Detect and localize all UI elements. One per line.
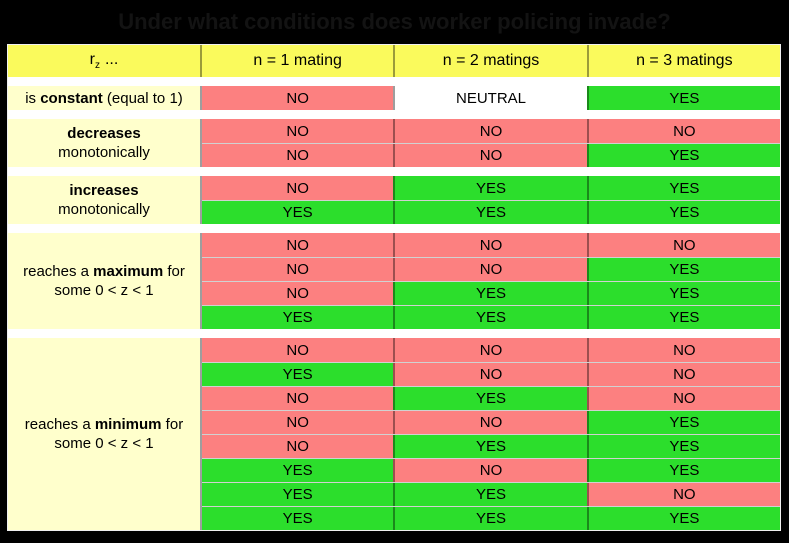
results-table: rz... n = 1 mating n = 2 matings n = 3 m… — [7, 44, 781, 531]
result-cell: NO — [586, 483, 780, 506]
result-cell: YES — [393, 306, 587, 329]
result-cell: NO — [393, 233, 587, 257]
table-row: YES NO NO — [202, 362, 780, 386]
result-cell: YES — [393, 176, 587, 200]
result-cell: NO — [393, 338, 587, 362]
result-cell: NO — [393, 144, 587, 167]
result-cell: NO — [393, 258, 587, 281]
table-row: NO NO NO — [202, 338, 780, 362]
result-cell: NO — [202, 387, 394, 410]
result-cell: NO — [202, 338, 394, 362]
result-cell: YES — [586, 507, 780, 530]
result-cell: YES — [586, 435, 780, 458]
slide-title: Under what conditions does worker polici… — [118, 9, 671, 34]
table-row: NO YES YES — [202, 281, 780, 305]
row-group-label: increases monotonically — [8, 176, 200, 224]
row-group-decreases-monotonically: decreases monotonically NO NO NO NO NO YES — [8, 119, 780, 167]
table-header-row: rz... n = 1 mating n = 2 matings n = 3 m… — [8, 45, 780, 77]
result-cell: NO — [202, 86, 394, 110]
group-separator — [8, 77, 780, 86]
result-cell: NO — [202, 176, 394, 200]
row-group-increases-monotonically: increases monotonically NO YES YES YES YES YES — [8, 176, 780, 224]
result-cell: YES — [586, 201, 780, 224]
row-group-label: reaches a maximum for some 0 < z < 1 — [8, 233, 200, 329]
result-cell: NO — [586, 119, 780, 143]
header-cell-rz: rz... — [8, 45, 200, 77]
table-row: NO NEUTRAL YES — [202, 86, 780, 110]
row-group-constant: is constant (equal to 1) NO NEUTRAL YES — [8, 86, 780, 110]
table-row: YES YES YES — [202, 200, 780, 224]
table-row: NO NO NO — [202, 119, 780, 143]
result-cell: NO — [586, 338, 780, 362]
result-cell: YES — [393, 201, 587, 224]
table-row: YES YES NO — [202, 482, 780, 506]
row-group-reaches-maximum: reaches a maximum for some 0 < z < 1 NO NO N… — [8, 233, 780, 329]
header-cell-n2: n = 2 matings — [393, 45, 586, 77]
table-body: is constant (equal to 1) NO NEUTRAL YES decr… — [8, 77, 780, 530]
table-row: NO YES YES — [202, 176, 780, 200]
result-cell: NO — [202, 258, 394, 281]
result-cell: YES — [586, 86, 780, 110]
header-cell-n1: n = 1 mating — [200, 45, 393, 77]
group-separator — [8, 224, 780, 233]
table-row: NO NO YES — [202, 257, 780, 281]
result-cell: NO — [586, 387, 780, 410]
result-cell: NO — [202, 119, 394, 143]
result-cell: YES — [586, 282, 780, 305]
header-cell-n3: n = 3 matings — [586, 45, 780, 77]
group-separator — [8, 110, 780, 119]
result-cell: NO — [393, 411, 587, 434]
table-row: NO NO NO — [202, 233, 780, 257]
result-cell: NO — [202, 411, 394, 434]
result-cell: YES — [393, 507, 587, 530]
result-cell: YES — [586, 176, 780, 200]
table-row: NO NO YES — [202, 410, 780, 434]
result-cell: YES — [202, 459, 394, 482]
table-row: YES NO YES — [202, 458, 780, 482]
result-cell: NO — [202, 282, 394, 305]
result-cell: YES — [393, 435, 587, 458]
table-row: YES YES YES — [202, 305, 780, 329]
result-cell: YES — [393, 387, 587, 410]
result-cell: YES — [202, 483, 394, 506]
result-cell: YES — [586, 306, 780, 329]
result-cell: NO — [393, 363, 587, 386]
result-cell: YES — [202, 201, 394, 224]
table-row: NO NO YES — [202, 143, 780, 167]
result-cell: NO — [393, 119, 587, 143]
row-group-label: decreases monotonically — [8, 119, 200, 167]
result-cell: YES — [586, 144, 780, 167]
table-row: YES YES YES — [202, 506, 780, 530]
result-cell: YES — [393, 483, 587, 506]
row-group-reaches-minimum: reaches a minimum for some 0 < z < 1 NO NO N… — [8, 338, 780, 530]
result-cell: YES — [202, 507, 394, 530]
result-cell: NO — [202, 435, 394, 458]
result-cell: YES — [586, 258, 780, 281]
result-cell: NEUTRAL — [393, 86, 587, 110]
result-cell: NO — [202, 144, 394, 167]
result-cell: YES — [586, 459, 780, 482]
row-group-label: is constant (equal to 1) — [8, 86, 200, 110]
group-separator — [8, 167, 780, 176]
result-cell: YES — [202, 306, 394, 329]
result-cell: NO — [586, 233, 780, 257]
row-group-label: reaches a minimum for some 0 < z < 1 — [8, 338, 200, 530]
result-cell: YES — [586, 411, 780, 434]
result-cell: NO — [586, 363, 780, 386]
table-row: NO YES YES — [202, 434, 780, 458]
result-cell: NO — [393, 459, 587, 482]
rz-symbol: rz... — [89, 50, 119, 72]
table-row: NO YES NO — [202, 386, 780, 410]
result-cell: NO — [202, 233, 394, 257]
result-cell: YES — [393, 282, 587, 305]
result-cell: YES — [202, 363, 394, 386]
group-separator — [8, 329, 780, 338]
